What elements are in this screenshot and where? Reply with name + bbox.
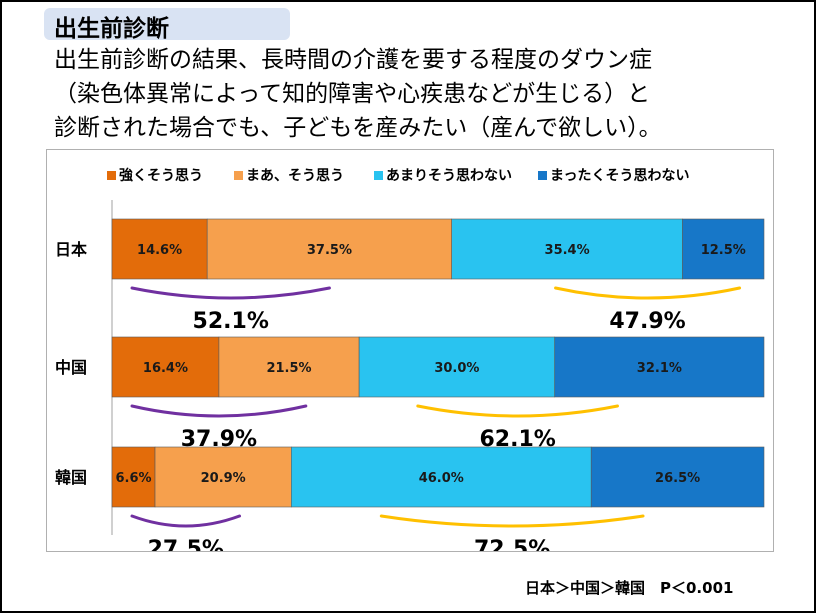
category-label: 韓国: [55, 468, 87, 487]
legend-label: あまりそう思わない: [386, 168, 512, 184]
heading-box: [44, 8, 290, 40]
data-label: 14.6%: [137, 243, 182, 258]
bar-segment: [590, 446, 765, 508]
data-label: 30.0%: [434, 361, 479, 376]
agree-bracket: [130, 514, 242, 528]
bar-segment: [154, 446, 292, 508]
data-label: 16.4%: [143, 361, 188, 376]
question-line-3: 診断された場合でも、子どもを産みたい（産んで欲しい）。: [54, 115, 662, 141]
data-label: 46.0%: [419, 471, 464, 486]
disagree-bracket: [554, 286, 742, 300]
data-label: 12.5%: [701, 243, 746, 258]
bar-segment: [358, 336, 556, 398]
agree-total: 27.5%: [148, 537, 224, 551]
bar-segment: [111, 446, 156, 508]
data-label: 6.6%: [115, 471, 151, 486]
disagree-total: 47.9%: [609, 309, 685, 334]
legend-swatch: [374, 171, 383, 180]
agree-bracket: [130, 404, 308, 418]
category-label: 日本: [55, 240, 87, 259]
slide-heading: 出生前診断: [54, 16, 169, 42]
legend-swatch: [234, 171, 243, 180]
data-label: 21.5%: [266, 361, 311, 376]
data-label: 35.4%: [545, 243, 590, 258]
bar-segment: [291, 446, 592, 508]
bar-segment: [111, 336, 220, 398]
data-label: 37.5%: [307, 243, 352, 258]
question-line-1: 出生前診断の結果、長時間の介護を要する程度のダウン症: [54, 47, 652, 73]
bar-segment: [554, 336, 765, 398]
legend-label: 強くそう思う: [119, 167, 203, 184]
disagree-bracket: [416, 404, 619, 418]
significance-note: 日本＞中国＞韓国 P＜0.001: [525, 579, 734, 597]
legend-swatch: [538, 171, 547, 180]
question-line-2: （染色体異常によって知的障害や心疾患などが生じる）と: [54, 81, 651, 107]
category-label: 中国: [55, 358, 87, 377]
bar-segment: [218, 336, 360, 398]
bar-segment: [206, 218, 452, 280]
legend-label: まあ、そう思う: [246, 168, 344, 184]
chart-panel: 強くそう思う まあ、そう思う あまりそう思わない まったくそう思わない日本 14.6% 3…: [46, 149, 774, 552]
legend-label: まったくそう思わない: [550, 168, 689, 184]
data-label: 26.5%: [655, 471, 700, 486]
disagree-total: 72.5%: [474, 537, 550, 551]
agree-total: 52.1%: [193, 309, 269, 334]
legend-swatch: [107, 171, 116, 180]
bar-segment: [682, 218, 765, 280]
data-label: 32.1%: [637, 361, 682, 376]
agree-bracket: [130, 286, 331, 300]
data-label: 20.9%: [201, 471, 246, 486]
disagree-bracket: [379, 514, 645, 528]
bar-segment: [111, 218, 208, 280]
bar-segment: [451, 218, 683, 280]
